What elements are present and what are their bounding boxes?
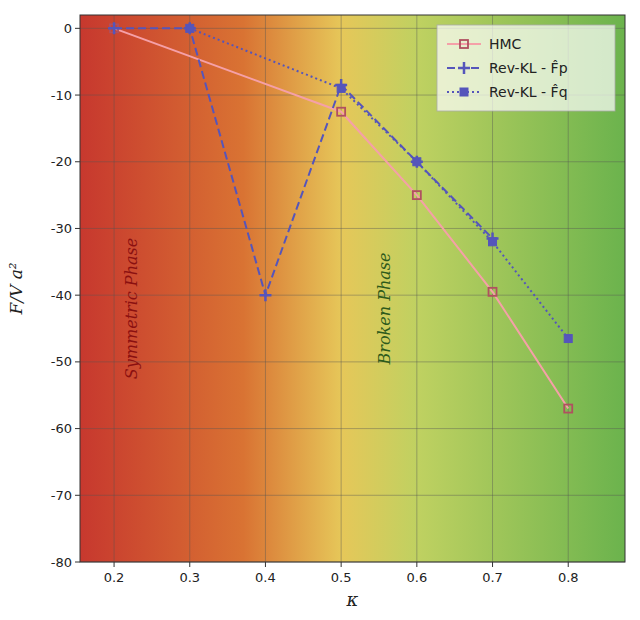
tick-label-x: 0.7 (482, 570, 503, 585)
tick-label-y: -70 (51, 488, 72, 503)
legend-marker (460, 40, 468, 48)
legend-marker (460, 88, 468, 96)
grid-line-x (265, 15, 266, 562)
tick-label-y: -40 (51, 288, 72, 303)
grid-line-y (80, 228, 625, 229)
point (259, 289, 271, 301)
legend-label: HMC (489, 36, 522, 52)
tick-y (75, 562, 80, 563)
tick-x (416, 562, 417, 567)
tick-x (189, 562, 190, 567)
point (489, 238, 497, 246)
tick-label-x: 0.8 (558, 570, 579, 585)
legend-line (447, 43, 481, 45)
tick-y (75, 428, 80, 429)
legend-label: Rev-KL - F̂q (489, 84, 568, 100)
plot-frame (80, 15, 625, 562)
tick-label-y: 0 (64, 21, 72, 36)
legend-box (437, 25, 615, 111)
tick-x (341, 562, 342, 567)
tick-label-x: 0.2 (104, 570, 125, 585)
point (186, 24, 194, 32)
tick-y (75, 28, 80, 29)
tick-y (75, 228, 80, 229)
tick-label-y: -10 (51, 88, 72, 103)
grid (80, 15, 625, 562)
tick-y (75, 295, 80, 296)
annotation: Symmetric Phase (122, 238, 141, 379)
x-axis-label: κ (346, 589, 359, 610)
grid-line-y (80, 361, 625, 362)
tick-label-y: -50 (51, 354, 72, 369)
point (413, 191, 421, 199)
tick-x (568, 562, 569, 567)
point (413, 158, 421, 166)
tick-label-x: 0.3 (179, 570, 200, 585)
tick-label-y: -60 (51, 421, 72, 436)
tick-x (265, 562, 266, 567)
y-axis-label: F/V a² (6, 262, 26, 315)
legend-marker (458, 62, 470, 74)
point (411, 156, 423, 168)
series-line (114, 28, 492, 295)
tick-label-x: 0.4 (255, 570, 276, 585)
grid-line-y (80, 295, 625, 296)
legend-label: Rev-KL - F̂p (489, 60, 568, 76)
point (564, 405, 572, 413)
point (489, 288, 497, 296)
legend: HMC Rev-KL - F̂p Rev-KL - F̂q (437, 25, 615, 111)
grid-line-y (80, 161, 625, 162)
grid-line-x (341, 15, 342, 562)
grid-line-x (114, 15, 115, 562)
tick-label-y: -80 (51, 555, 72, 570)
point (108, 22, 120, 34)
annotation: Broken Phase (375, 253, 394, 366)
point (184, 22, 196, 34)
tick-y (75, 95, 80, 96)
point (337, 108, 345, 116)
tick-x (492, 562, 493, 567)
point (564, 335, 572, 343)
grid-line-y (80, 495, 625, 496)
tick-label-y: -20 (51, 154, 72, 169)
tick-y (75, 161, 80, 162)
tick-x (114, 562, 115, 567)
point (337, 84, 345, 92)
grid-line-x (416, 15, 417, 562)
tick-label-x: 0.5 (331, 570, 352, 585)
tick-label-y: -30 (51, 221, 72, 236)
tick-y (75, 361, 80, 362)
grid-line-y (80, 428, 625, 429)
chart: 0.2 0.3 0.4 0.5 0.6 0.7 0.8 0 -10 -20 -30 -40 -50 -60… (0, 0, 640, 620)
series-line (114, 28, 568, 408)
tick-y (75, 495, 80, 496)
tick-label-x: 0.6 (406, 570, 427, 585)
plot-background (80, 15, 625, 562)
grid-line-x (189, 15, 190, 562)
